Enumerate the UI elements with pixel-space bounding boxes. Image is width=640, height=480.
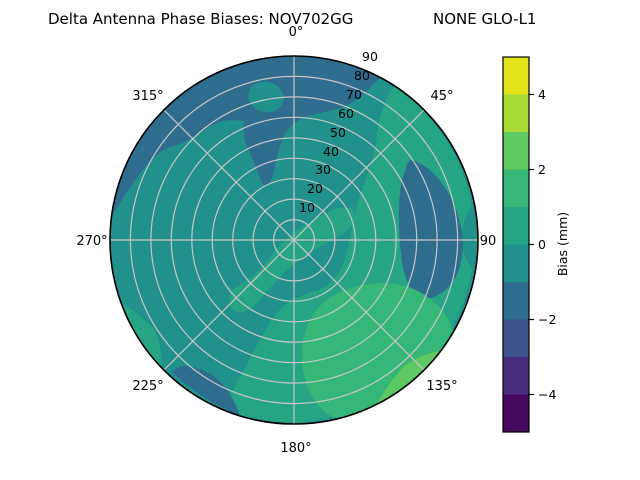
angular-gridlines: [110, 56, 478, 424]
svg-text:50: 50: [330, 125, 346, 140]
svg-text:30: 30: [315, 162, 331, 177]
region-north-teal-inclusion: [248, 81, 284, 113]
angle-label-0: 0°: [289, 25, 304, 40]
svg-text:−4: −4: [538, 387, 556, 402]
svg-text:70: 70: [346, 87, 362, 102]
angle-label-135: 135°: [426, 379, 457, 394]
colorbar-axis-label: Bias (mm): [555, 212, 570, 276]
region-southeast-rim-light-green: [377, 351, 441, 404]
angle-label-90: 90: [480, 234, 497, 249]
polar-field: [110, 56, 478, 424]
angle-labels: 0° 45° 90 135° 180° 225° 270° 315°: [76, 25, 496, 456]
region-southwest-rim-green: [121, 302, 162, 368]
svg-text:2: 2: [538, 162, 546, 177]
svg-text:−2: −2: [538, 312, 556, 327]
svg-text:90: 90: [362, 49, 378, 64]
polar-rim: [109, 55, 479, 425]
region-east-rim-teal: [461, 202, 478, 272]
angle-label-270: 270°: [76, 234, 107, 249]
colorbar-bands: [503, 57, 529, 432]
radial-tick-labels: 10 20 30 40 50 60 70 80 90: [299, 49, 378, 215]
svg-text:40: 40: [323, 144, 339, 159]
svg-text:0: 0: [538, 237, 546, 252]
svg-text:10: 10: [299, 200, 315, 215]
angle-label-315: 315°: [132, 89, 163, 104]
region-center-stripe-green: [229, 207, 355, 313]
colorbar: 4 2 0 −2 −4 Bias (mm): [502, 56, 570, 433]
chart-title-right: NONE GLO-L1: [433, 10, 536, 28]
svg-text:80: 80: [354, 68, 370, 83]
angle-label-45: 45°: [430, 89, 453, 104]
region-north-dark: [111, 56, 380, 218]
region-southwest-rim-dark: [172, 366, 240, 416]
angle-label-180: 180°: [280, 441, 311, 456]
chart-title-left: Delta Antenna Phase Biases: NOV702GG: [48, 10, 353, 28]
svg-text:4: 4: [538, 87, 546, 102]
angle-label-225: 225°: [132, 379, 163, 394]
colorbar-tick-marks: [529, 93, 534, 396]
colorbar-tick-labels: 4 2 0 −2 −4: [538, 87, 556, 402]
svg-text:20: 20: [307, 181, 323, 196]
svg-text:60: 60: [338, 106, 354, 121]
